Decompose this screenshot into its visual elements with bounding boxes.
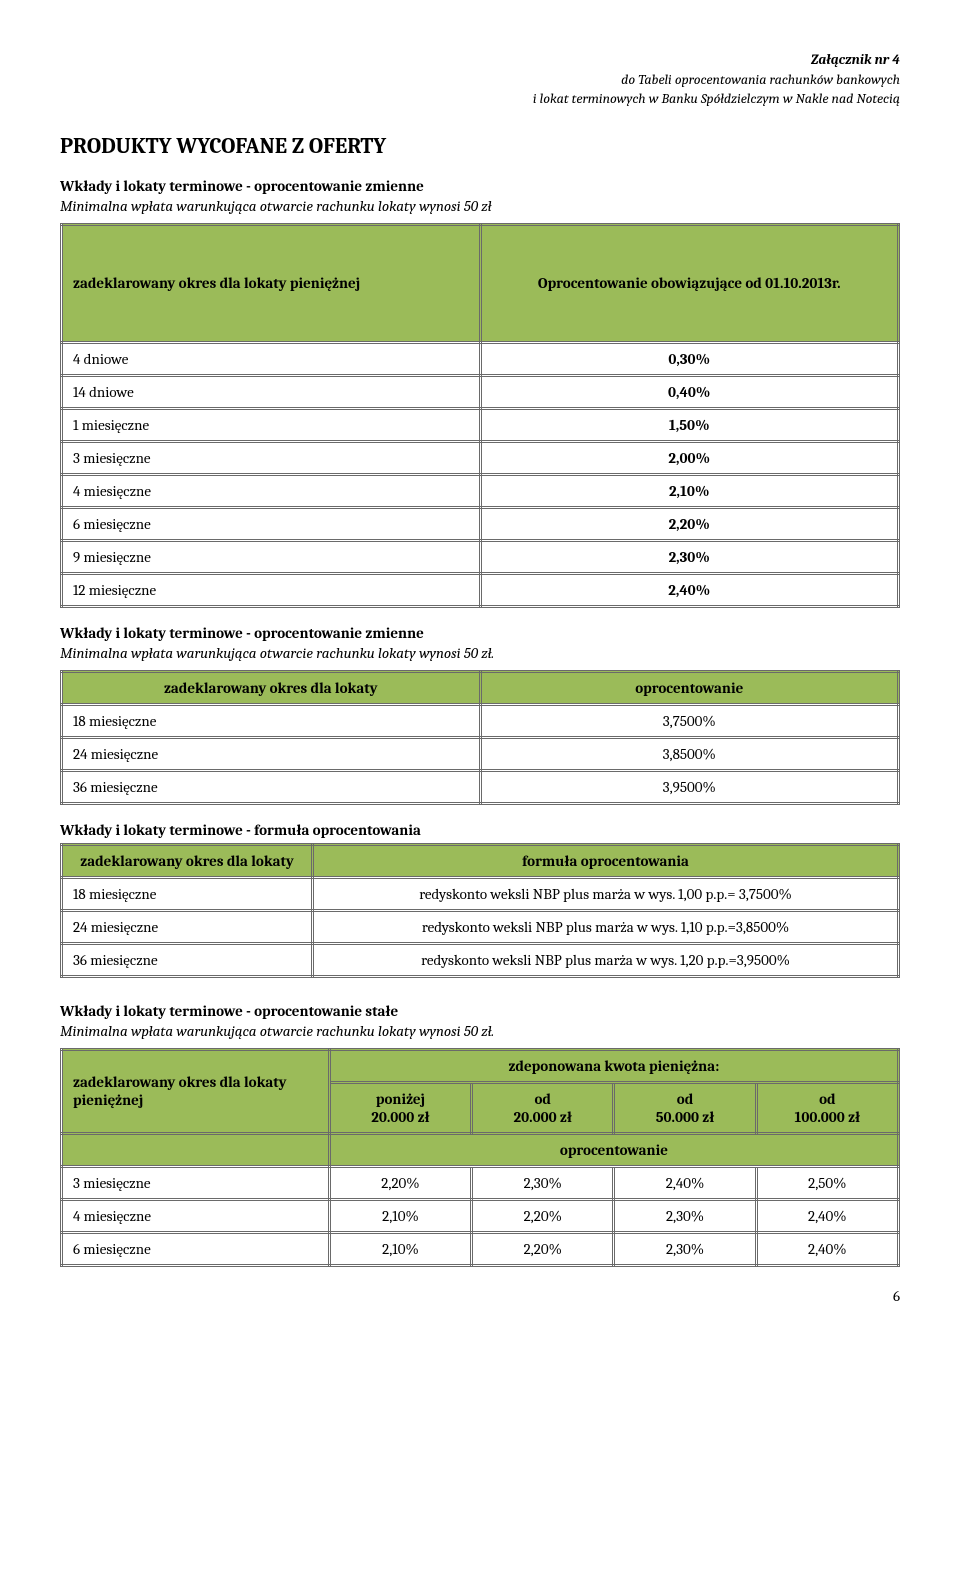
c5b: 100.000 zł bbox=[794, 1108, 860, 1126]
table-row: 1 miesięczne1,50% bbox=[62, 408, 899, 441]
cell-value: 2,30% bbox=[480, 540, 899, 573]
cell-value: 2,10% bbox=[329, 1199, 471, 1232]
section2-subtitle: Minimalna wpłata warunkująca otwarcie ra… bbox=[60, 644, 900, 662]
cell-value: 0,40% bbox=[480, 375, 899, 408]
cell-value: 2,30% bbox=[614, 1232, 756, 1265]
cell-label: 14 dniowe bbox=[62, 375, 481, 408]
c3b: 20.000 zł bbox=[514, 1108, 572, 1126]
cell-label: 18 miesięczne bbox=[62, 877, 313, 910]
cell-label: 24 miesięczne bbox=[62, 910, 313, 943]
cell-value: 2,10% bbox=[329, 1232, 471, 1265]
table-row: 6 miesięczne2,20% bbox=[62, 507, 899, 540]
cell-label: 4 miesięczne bbox=[62, 474, 481, 507]
table2-header-col1: zadeklarowany okres dla lokaty bbox=[62, 671, 481, 704]
cell-label: 6 miesięczne bbox=[62, 1232, 330, 1265]
cell-value: 2,20% bbox=[329, 1166, 471, 1199]
section3-title: Wkłady i lokaty terminowe - formuła opro… bbox=[60, 821, 900, 839]
cell-value: 2,40% bbox=[756, 1199, 898, 1232]
cell-value: 2,20% bbox=[472, 1232, 614, 1265]
cell-label: 3 miesięczne bbox=[62, 1166, 330, 1199]
cell-label: 24 miesięczne bbox=[62, 737, 481, 770]
table4-header-c2: poniżej20.000 zł bbox=[329, 1082, 471, 1133]
table-row: 4 dniowe0,30% bbox=[62, 342, 899, 375]
cell-value: 3,9500% bbox=[480, 770, 899, 803]
table-row: 4 miesięczne 2,10% 2,20% 2,30% 2,40% bbox=[62, 1199, 899, 1232]
c2a: poniżej bbox=[376, 1090, 425, 1108]
cell-value: 2,20% bbox=[480, 507, 899, 540]
cell-label: 1 miesięczne bbox=[62, 408, 481, 441]
table-row: 18 miesięczneredyskonto weksli NBP plus … bbox=[62, 877, 899, 910]
cell-label: 3 miesięczne bbox=[62, 441, 481, 474]
table-row: 12 miesięczne2,40% bbox=[62, 573, 899, 606]
header-line-2: do Tabeli oprocentowania rachunków banko… bbox=[621, 71, 900, 88]
table2-header-col2: oprocentowanie bbox=[480, 671, 899, 704]
cell-value: redyskonto weksli NBP plus marża w wys. … bbox=[313, 877, 899, 910]
cell-value: 3,8500% bbox=[480, 737, 899, 770]
table-row: 4 miesięczne2,10% bbox=[62, 474, 899, 507]
cell-label: 4 miesięczne bbox=[62, 1199, 330, 1232]
document-header: Załącznik nr 4 do Tabeli oprocentowania … bbox=[60, 50, 900, 109]
cell-value: 2,50% bbox=[756, 1166, 898, 1199]
table1-header-col2: Oprocentowanie obowiązujące od 01.10.201… bbox=[480, 224, 899, 342]
c2b: 20.000 zł bbox=[371, 1108, 429, 1126]
table-1: zadeklarowany okres dla lokaty pieniężne… bbox=[60, 223, 900, 608]
table-row: 3 miesięczne 2,20% 2,30% 2,40% 2,50% bbox=[62, 1166, 899, 1199]
cell-label: 4 dniowe bbox=[62, 342, 481, 375]
cell-value: 2,40% bbox=[480, 573, 899, 606]
table4-header-top: zdeponowana kwota pieniężna: bbox=[329, 1049, 898, 1082]
c4a: od bbox=[677, 1090, 694, 1108]
table-row: 36 miesięczne3,9500% bbox=[62, 770, 899, 803]
cell-value: 1,50% bbox=[480, 408, 899, 441]
cell-label: 18 miesięczne bbox=[62, 704, 481, 737]
table-row: 14 dniowe0,40% bbox=[62, 375, 899, 408]
table3-header-col2: formuła oprocentowania bbox=[313, 844, 899, 877]
cell-label: 12 miesięczne bbox=[62, 573, 481, 606]
header-line-3: i lokat terminowych w Banku Spółdzielczy… bbox=[533, 90, 900, 107]
section1-title: Wkłady i lokaty terminowe - oprocentowan… bbox=[60, 177, 900, 195]
table-2: zadeklarowany okres dla lokaty oprocento… bbox=[60, 670, 900, 805]
cell-value: redyskonto weksli NBP plus marża w wys. … bbox=[313, 910, 899, 943]
cell-label: 9 miesięczne bbox=[62, 540, 481, 573]
table4-header-c3: od20.000 zł bbox=[472, 1082, 614, 1133]
cell-value: 2,40% bbox=[756, 1232, 898, 1265]
table-4: zadeklarowany okres dla lokaty pieniężne… bbox=[60, 1048, 900, 1267]
cell-label: 36 miesięczne bbox=[62, 770, 481, 803]
cell-value: redyskonto weksli NBP plus marża w wys. … bbox=[313, 943, 899, 976]
cell-label: 6 miesięczne bbox=[62, 507, 481, 540]
section2-title: Wkłady i lokaty terminowe - oprocentowan… bbox=[60, 624, 900, 642]
table-row: 36 miesięczneredyskonto weksli NBP plus … bbox=[62, 943, 899, 976]
table4-header-c4: od50.000 zł bbox=[614, 1082, 756, 1133]
cell-value: 0,30% bbox=[480, 342, 899, 375]
c4b: 50.000 zł bbox=[656, 1108, 715, 1126]
table4-header-c5: od100.000 zł bbox=[756, 1082, 898, 1133]
cell-value: 2,20% bbox=[472, 1199, 614, 1232]
cell-value: 2,30% bbox=[472, 1166, 614, 1199]
section4-subtitle: Minimalna wpłata warunkująca otwarcie ra… bbox=[60, 1022, 900, 1040]
table-row: 24 miesięczneredyskonto weksli NBP plus … bbox=[62, 910, 899, 943]
cell-value: 3,7500% bbox=[480, 704, 899, 737]
cell-value: 2,30% bbox=[614, 1199, 756, 1232]
table4-header-col1: zadeklarowany okres dla lokaty pieniężne… bbox=[62, 1049, 330, 1133]
table1-header-col1: zadeklarowany okres dla lokaty pieniężne… bbox=[62, 224, 481, 342]
table-row: 9 miesięczne2,30% bbox=[62, 540, 899, 573]
table4-header-bottom: oprocentowanie bbox=[329, 1133, 898, 1166]
table-row: 24 miesięczne3,8500% bbox=[62, 737, 899, 770]
table-3: zadeklarowany okres dla lokaty formuła o… bbox=[60, 843, 900, 978]
c5a: od bbox=[819, 1090, 836, 1108]
table3-header-col1: zadeklarowany okres dla lokaty bbox=[62, 844, 313, 877]
cell-value: 2,00% bbox=[480, 441, 899, 474]
section4-title: Wkłady i lokaty terminowe - oprocentowan… bbox=[60, 1002, 900, 1020]
c3a: od bbox=[534, 1090, 551, 1108]
table-row: 6 miesięczne 2,10% 2,20% 2,30% 2,40% bbox=[62, 1232, 899, 1265]
cell-label: 36 miesięczne bbox=[62, 943, 313, 976]
cell-value: 2,40% bbox=[614, 1166, 756, 1199]
page-number: 6 bbox=[60, 1287, 900, 1305]
section1-subtitle: Minimalna wpłata warunkująca otwarcie ra… bbox=[60, 197, 900, 215]
table-row: 3 miesięczne2,00% bbox=[62, 441, 899, 474]
attachment-number: Załącznik nr 4 bbox=[811, 51, 900, 68]
cell-value: 2,10% bbox=[480, 474, 899, 507]
table-row: 18 miesięczne3,7500% bbox=[62, 704, 899, 737]
main-title: PRODUKTY WYCOFANE Z OFERTY bbox=[60, 133, 900, 159]
